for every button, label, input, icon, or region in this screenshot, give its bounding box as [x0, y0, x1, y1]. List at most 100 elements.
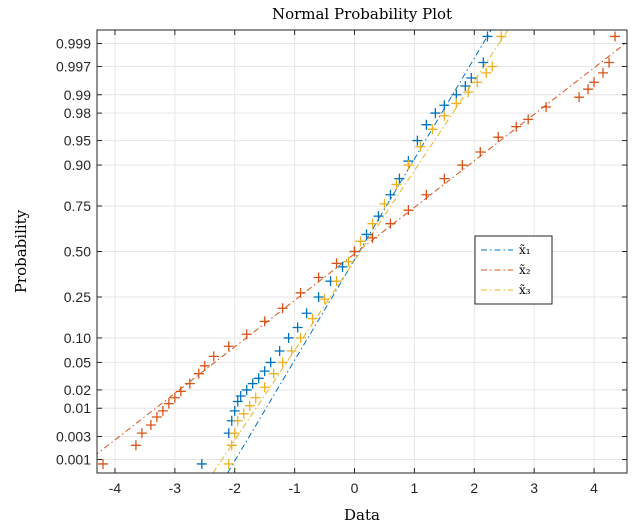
data-point [412, 135, 423, 146]
data-point [295, 332, 306, 343]
data-point [583, 84, 594, 95]
data-point [259, 316, 270, 327]
x-tick-label: 2 [470, 480, 478, 496]
data-point [196, 458, 207, 469]
data-point [439, 173, 450, 184]
data-point [385, 218, 396, 229]
data-point [301, 308, 312, 319]
data-point [241, 329, 252, 340]
data-point [427, 124, 438, 135]
data-point [193, 368, 204, 379]
data-point [229, 428, 240, 439]
data-point [379, 198, 390, 209]
data-point [439, 110, 450, 121]
data-point [175, 386, 186, 397]
data-point [274, 346, 285, 357]
data-point [487, 61, 498, 72]
data-point [223, 341, 234, 352]
legend-box [474, 235, 553, 305]
data-point [367, 232, 378, 243]
data-point [226, 440, 237, 451]
legend: x̃₁ x̃₂ x̃₃ [474, 235, 553, 305]
y-tick-label: 0.01 [64, 400, 91, 416]
data-point [466, 73, 477, 84]
x-tick-label: 1 [411, 480, 419, 496]
y-tick-label: 0.001 [56, 452, 91, 468]
data-point [232, 415, 243, 426]
data-point [199, 360, 210, 371]
data-point [244, 400, 255, 411]
x-tick-label: 4 [590, 480, 598, 496]
data-point [145, 419, 156, 430]
data-point [511, 121, 522, 132]
grid-lines [97, 30, 627, 473]
data-point [361, 229, 372, 240]
data-point [277, 303, 288, 314]
data-point [235, 391, 246, 402]
data-point [163, 398, 174, 409]
data-point [286, 346, 297, 357]
data-point [496, 31, 507, 42]
y-axis-ticks: 0.001 0.003 0.01 0.02 0.05 0.10 0.25 0.50 0.75 0.… [56, 35, 627, 468]
data-point [313, 291, 324, 302]
y-tick-label: 0.90 [64, 157, 91, 173]
data-point [589, 77, 600, 88]
data-point [238, 408, 249, 419]
data-point [241, 384, 252, 395]
y-tick-label: 0.003 [56, 429, 91, 445]
x-tick-label: -4 [109, 480, 122, 496]
x-tick-label: 3 [530, 480, 538, 496]
data-point [430, 108, 441, 119]
data-point [403, 205, 414, 216]
data-point [349, 246, 360, 257]
legend-entry: x̃₃ [519, 283, 531, 297]
data-point [598, 67, 609, 78]
x-tick-label: -2 [229, 480, 242, 496]
data-point [223, 458, 234, 469]
x-tick-label: -3 [169, 480, 182, 496]
data-point [574, 92, 585, 103]
x-tick-label: -1 [288, 480, 301, 496]
data-point [331, 258, 342, 269]
fit-line [212, 30, 509, 473]
data-point [475, 146, 486, 157]
data-point [337, 261, 348, 272]
data-point [385, 189, 396, 200]
legend-entry: x̃₁ [519, 243, 531, 257]
data-point [451, 89, 462, 100]
data-point [130, 440, 141, 451]
data-point [481, 67, 492, 78]
data-point [394, 173, 405, 184]
data-point [604, 57, 615, 68]
data-point [265, 357, 276, 368]
data-point [268, 368, 279, 379]
data-point [247, 378, 258, 389]
data-point [439, 100, 450, 111]
chart-title: Normal Probability Plot [272, 5, 452, 23]
data-point [331, 276, 342, 287]
data-point [283, 332, 294, 343]
y-tick-label: 0.98 [64, 105, 91, 121]
data-point [610, 31, 621, 42]
data-point [319, 294, 330, 305]
y-tick-label: 0.75 [64, 198, 91, 214]
data-point [208, 351, 219, 362]
y-tick-label: 0.999 [56, 35, 91, 51]
data-point [493, 132, 504, 143]
y-tick-label: 0.02 [64, 382, 91, 398]
y-tick-label: 0.95 [64, 133, 91, 149]
data-point [232, 396, 243, 407]
data-point [136, 428, 147, 439]
y-tick-label: 0.10 [64, 330, 91, 346]
y-tick-label: 0.997 [56, 58, 91, 74]
data-point [415, 141, 426, 152]
data-point [157, 405, 168, 416]
y-tick-label: 0.50 [64, 244, 91, 260]
data-point [259, 366, 270, 377]
y-tick-label: 0.25 [64, 289, 91, 305]
data-point [482, 31, 493, 42]
data-point [457, 160, 468, 171]
data-point [277, 357, 288, 368]
data-point [541, 101, 552, 112]
